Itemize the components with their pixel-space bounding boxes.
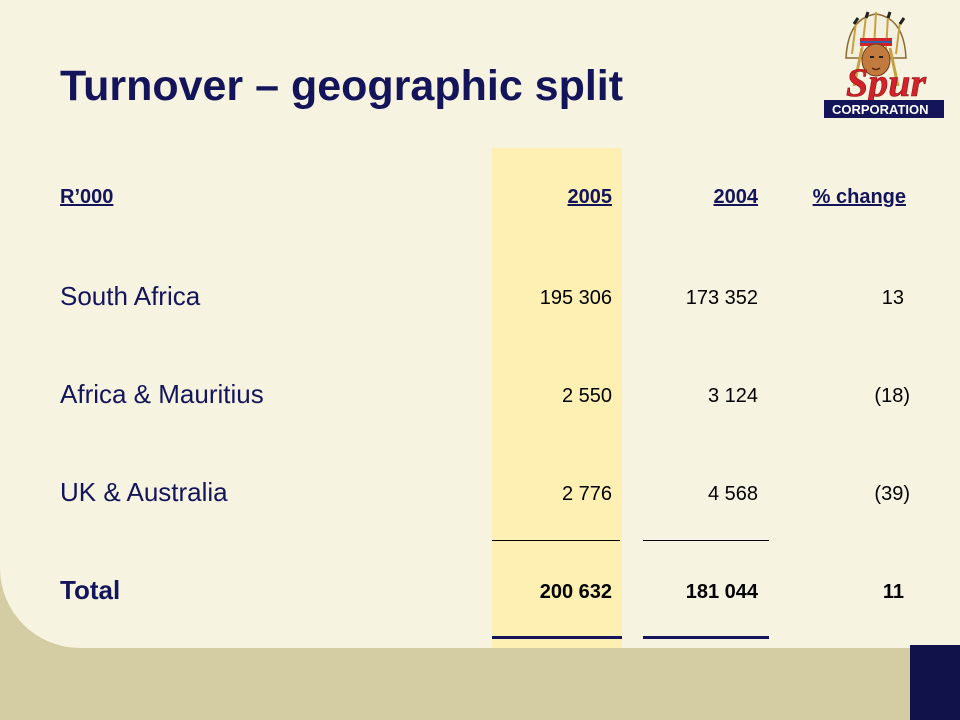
- slide-panel: [0, 0, 960, 648]
- row-value-change: 13: [881, 287, 904, 309]
- row-value-2004: 4 568: [707, 483, 758, 505]
- row-value-change: (39): [874, 483, 910, 505]
- total-rule-2004: [643, 636, 769, 639]
- row-value-2004: 3 124: [707, 385, 758, 407]
- corner-accent-block: [910, 645, 960, 720]
- row-label: UK & Australia: [60, 477, 228, 507]
- spur-corporation-logo: Spur CORPORATION: [824, 11, 944, 118]
- row-value-2005: 195 306: [539, 287, 612, 309]
- highlight-column-2005: [492, 148, 622, 648]
- total-value-change: 11: [882, 581, 904, 603]
- row-label: Africa & Mauritius: [60, 379, 264, 409]
- header-2004: 2004: [713, 186, 759, 208]
- logo-tagline: CORPORATION: [832, 102, 929, 117]
- chief-headdress-icon: [845, 11, 907, 87]
- header-change: % change: [812, 186, 906, 208]
- subtotal-rule-2004: [643, 540, 769, 541]
- header-2005: 2005: [567, 186, 613, 208]
- total-value-2004: 181 044: [685, 581, 758, 603]
- row-value-2005: 2 776: [561, 483, 612, 505]
- total-value-2005: 200 632: [539, 581, 612, 603]
- slide-title: Turnover – geographic split: [60, 62, 624, 110]
- row-value-change: (18): [874, 385, 910, 407]
- header-label: R’000: [60, 186, 114, 208]
- row-value-2005: 2 550: [561, 385, 612, 407]
- subtotal-rule-2005: [492, 540, 620, 541]
- total-rule-2005: [492, 636, 622, 639]
- logo-word: Spur: [846, 60, 926, 105]
- total-label: Total: [60, 575, 121, 605]
- row-label: South Africa: [60, 281, 201, 311]
- row-value-2004: 173 352: [685, 287, 758, 309]
